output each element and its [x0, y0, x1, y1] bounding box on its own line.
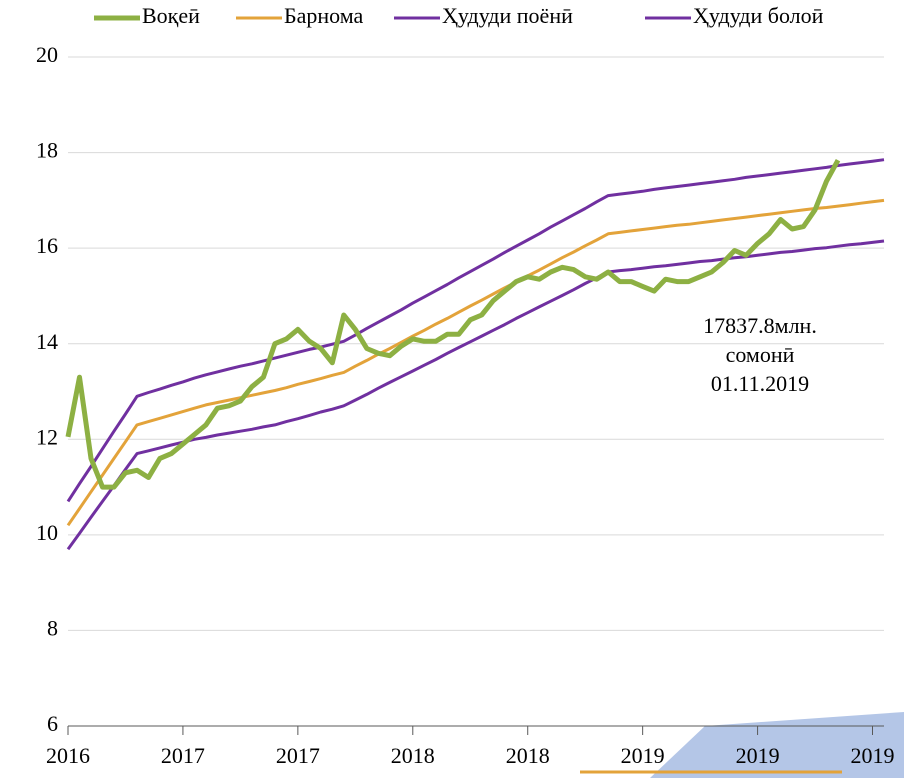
x-tick-label: 2018: [506, 743, 550, 768]
y-tick-label: 12: [36, 424, 58, 449]
y-tick-label: 6: [47, 711, 58, 736]
x-tick-label: 2017: [161, 743, 205, 768]
x-tick-label: 2016: [46, 743, 90, 768]
legend-label: Ҳудуди поёнӣ: [442, 3, 573, 28]
y-tick-label: 8: [47, 615, 58, 640]
y-tick-label: 16: [36, 233, 58, 258]
x-tick-label: 2017: [276, 743, 320, 768]
annotation: сомонӣ: [726, 342, 795, 367]
x-tick-label: 2018: [391, 743, 435, 768]
annotation: 01.11.2019: [711, 371, 809, 396]
legend-label: Барнома: [284, 3, 364, 28]
y-tick-label: 14: [36, 329, 58, 354]
y-tick-label: 18: [36, 138, 58, 163]
overlay-shape: [650, 712, 904, 778]
plot: [65, 158, 885, 551]
x-tick-label: 2019: [736, 743, 780, 768]
y-tick-label: 20: [36, 42, 58, 67]
series-line: [65, 158, 841, 490]
grid: 6 8 10 12 14 16 18 20 2016 2017 2017 2018 2018 2019 20…: [36, 42, 895, 768]
y-tick-label: 10: [36, 520, 58, 545]
legend-label: Ҳудуди болоӣ: [693, 3, 824, 28]
series-line: [66, 158, 885, 503]
x-tick-label: 2019: [621, 743, 665, 768]
x-tick-label: 2019: [851, 743, 895, 768]
annotation: 17837.8млн.: [703, 313, 817, 338]
series-line: [66, 198, 885, 527]
legend-label: Воқеӣ: [142, 3, 200, 28]
legend: Воқеӣ Барнома Ҳудуди поёнӣ Ҳудуди болоӣ: [94, 3, 824, 28]
